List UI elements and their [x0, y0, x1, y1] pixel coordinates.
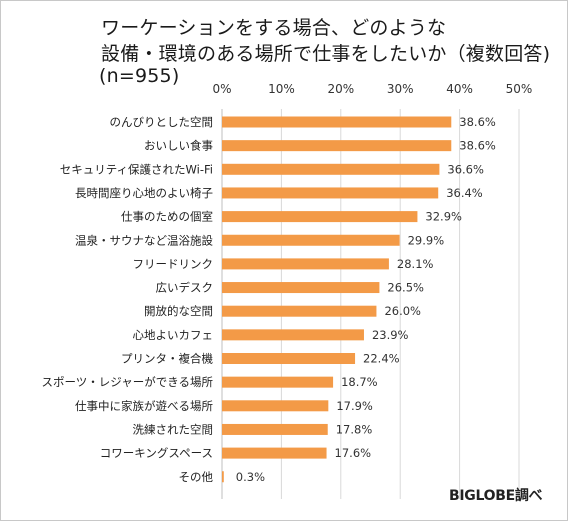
- data-label: 38.6%: [459, 115, 496, 129]
- bar: [222, 376, 334, 388]
- bar: [222, 211, 418, 223]
- bar: [222, 400, 329, 412]
- bar: [222, 329, 364, 341]
- bar: [222, 471, 224, 483]
- bar: [222, 258, 389, 270]
- chart-sample-size: (n=955): [99, 65, 180, 87]
- data-label: 26.5%: [387, 281, 424, 295]
- bar: [222, 140, 452, 152]
- category-label: その他: [179, 470, 214, 484]
- category-label: 仕事中に家族が遊べる場所: [75, 399, 213, 413]
- data-label: 36.6%: [447, 162, 484, 176]
- data-label: 28.1%: [397, 257, 434, 271]
- chart-title-line-2: 設備・環境のある場所で仕事をしたいか（複数回答): [101, 43, 551, 65]
- x-tick-label: 0%: [212, 82, 231, 96]
- data-label: 32.9%: [425, 210, 462, 224]
- category-label: スポーツ・レジャーができる場所: [42, 375, 214, 389]
- data-label: 0.3%: [236, 470, 265, 484]
- data-label: 17.9%: [336, 399, 373, 413]
- data-label: 29.9%: [408, 233, 445, 247]
- data-label: 17.8%: [336, 422, 373, 436]
- bar: [222, 353, 356, 364]
- bar: [222, 423, 328, 435]
- category-label: プリンタ・複合機: [121, 352, 213, 366]
- category-label: フリードリンク: [133, 257, 214, 271]
- category-label: 温泉・サウナなど温浴施設: [75, 233, 213, 247]
- chart-title-line-1: ワーケーションをする場合、どのような: [101, 17, 447, 39]
- x-tick-label: 40%: [446, 82, 473, 96]
- bar: [222, 116, 452, 128]
- source-note: BIGLOBE調べ: [449, 488, 543, 504]
- data-label: 22.4%: [363, 352, 400, 366]
- category-label: 心地よいカフェ: [133, 328, 214, 342]
- data-label: 38.6%: [459, 139, 496, 153]
- category-label: 広いデスク: [156, 281, 214, 295]
- bar: [222, 305, 377, 317]
- data-label: 26.0%: [384, 304, 421, 318]
- x-tick-label: 20%: [327, 82, 354, 96]
- category-label: 開放的な空間: [144, 304, 213, 318]
- bar: [222, 282, 380, 294]
- data-label: 17.6%: [335, 446, 372, 460]
- category-label: セキュリティ保護されたWi-Fi: [60, 162, 213, 176]
- bar: [222, 234, 400, 246]
- bar: [222, 163, 440, 175]
- x-tick-label: 10%: [268, 82, 295, 96]
- category-label: 仕事のための個室: [121, 210, 213, 224]
- category-label: 洗練された空間: [133, 422, 214, 436]
- bar: [222, 187, 439, 199]
- category-label: 長時間座り心地のよい椅子: [75, 186, 213, 200]
- data-label: 36.4%: [446, 186, 483, 200]
- category-label: のんびりとした空間: [110, 115, 214, 129]
- data-label: 23.9%: [372, 328, 409, 342]
- bar: [222, 447, 327, 459]
- x-tick-label: 50%: [506, 82, 533, 96]
- x-tick-label: 30%: [387, 82, 414, 96]
- category-label: コワーキングスペース: [100, 446, 213, 460]
- data-label: 18.7%: [341, 375, 378, 389]
- category-label: おいしい食事: [144, 139, 213, 153]
